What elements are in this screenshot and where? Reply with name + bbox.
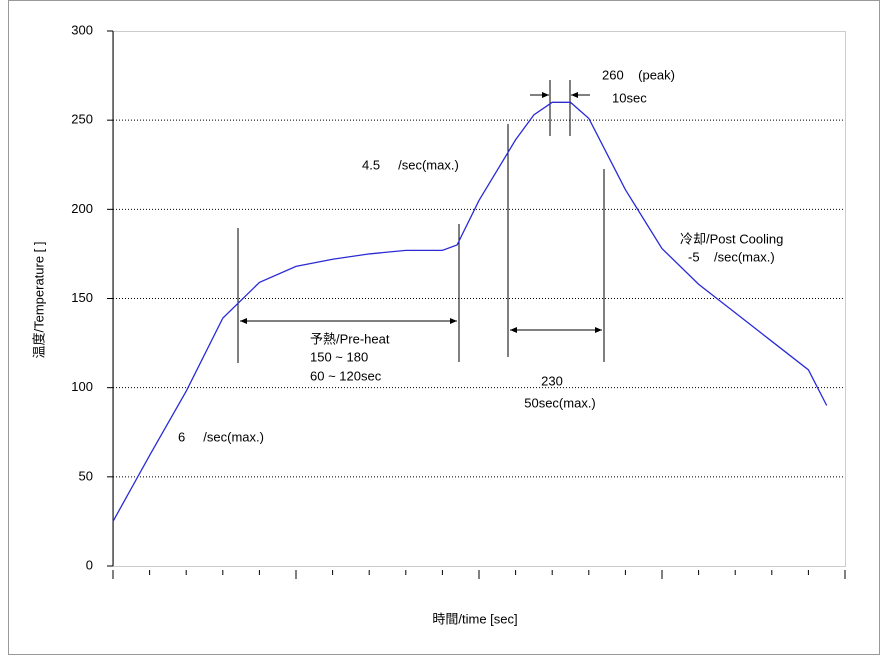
annotation: 予熱/Pre-heat bbox=[310, 331, 390, 346]
annotation: 230 bbox=[541, 373, 563, 388]
frame bbox=[8, 0, 880, 655]
x-axis-label: 時間/time [sec] bbox=[432, 611, 517, 626]
line bbox=[112, 101, 828, 522]
y-axis-label: 温度/Temperature [ ] bbox=[31, 241, 46, 358]
y-tick-label: 150 bbox=[71, 290, 93, 305]
annotation: 260 (peak) bbox=[602, 67, 675, 82]
annotation: -5 /sec(max.) bbox=[688, 249, 775, 264]
annotation: 6 /sec(max.) bbox=[178, 429, 264, 444]
annotation-lines bbox=[237, 80, 605, 363]
y-tick-label: 50 bbox=[79, 468, 93, 483]
y-tick-label: 300 bbox=[71, 22, 93, 37]
annotation: 50sec(max.) bbox=[524, 395, 596, 410]
y-tick-label: 100 bbox=[71, 379, 93, 394]
y-tick-label: 0 bbox=[86, 557, 93, 572]
y-tick-label: 250 bbox=[71, 112, 93, 127]
annotation: 60 ~ 120sec bbox=[310, 368, 382, 383]
y-tick-label: 200 bbox=[71, 201, 93, 216]
annotation: 4.5 /sec(max.) bbox=[362, 157, 459, 172]
annotation: 10sec bbox=[612, 90, 647, 105]
annotation: 冷却/Post Cooling bbox=[680, 231, 783, 246]
annotation: 150 ~ 180 bbox=[310, 349, 368, 364]
